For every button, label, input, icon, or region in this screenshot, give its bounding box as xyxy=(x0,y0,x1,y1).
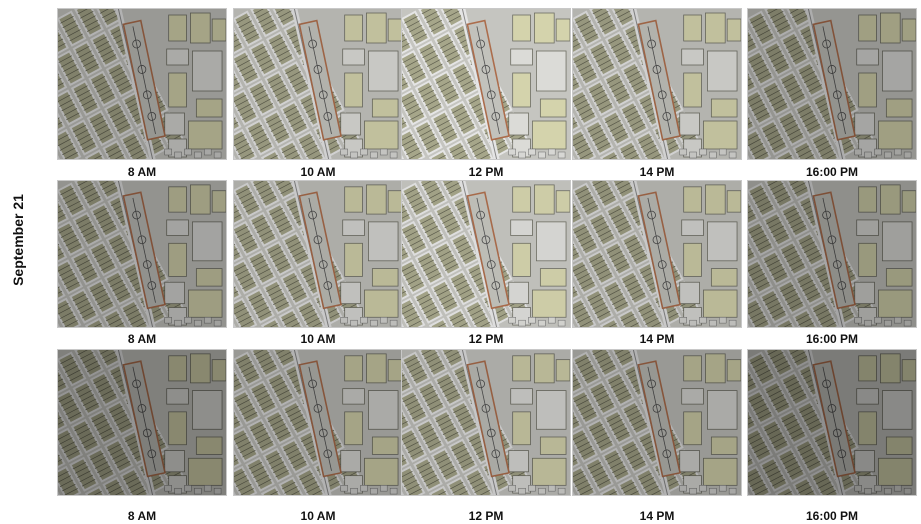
row-label-date: September 21 xyxy=(6,140,30,340)
shadow-map-panel xyxy=(747,8,917,160)
time-caption: 14 PM xyxy=(639,509,675,523)
shadow-map-image xyxy=(234,350,402,495)
shadow-map-image xyxy=(573,9,741,159)
time-caption: 10 AM xyxy=(300,332,336,346)
shadow-map-panel xyxy=(57,349,227,496)
shadow-map-image xyxy=(234,181,402,327)
time-caption: 10 AM xyxy=(300,165,336,179)
shadow-map-panel xyxy=(233,349,403,496)
shadow-map-image xyxy=(402,350,570,495)
shadow-map-panel xyxy=(747,349,917,496)
shadow-map-panel xyxy=(572,349,742,496)
shadow-map-image xyxy=(573,181,741,327)
shadow-map-panel xyxy=(401,349,571,496)
shadow-map-image xyxy=(748,181,916,327)
time-caption: 8 AM xyxy=(127,332,157,346)
time-caption: 12 PM xyxy=(468,509,504,523)
time-caption: 8 AM xyxy=(127,509,157,523)
shadow-map-image xyxy=(573,350,741,495)
shadow-map-image xyxy=(748,9,916,159)
shadow-map-image xyxy=(58,9,226,159)
shadow-map-image xyxy=(402,181,570,327)
time-caption: 10 AM xyxy=(300,509,336,523)
shadow-map-image xyxy=(234,9,402,159)
shadow-map-panel xyxy=(572,8,742,160)
time-caption: 14 PM xyxy=(639,332,675,346)
shadow-map-image xyxy=(748,350,916,495)
time-caption: 16:00 PM xyxy=(805,332,859,346)
shadow-map-panel xyxy=(233,8,403,160)
time-caption: 12 PM xyxy=(468,165,504,179)
shadow-map-panel xyxy=(401,180,571,328)
time-caption: 16:00 PM xyxy=(805,165,859,179)
shadow-map-image xyxy=(58,181,226,327)
shadow-map-panel xyxy=(572,180,742,328)
date-label: September 21 xyxy=(10,194,27,286)
time-caption: 8 AM xyxy=(127,165,157,179)
shadow-map-panel xyxy=(57,8,227,160)
shadow-map-panel xyxy=(401,8,571,160)
shadow-map-image xyxy=(58,350,226,495)
shadow-map-panel xyxy=(57,180,227,328)
time-caption: 14 PM xyxy=(639,165,675,179)
shadow-map-panel xyxy=(233,180,403,328)
shadow-map-panel xyxy=(747,180,917,328)
time-caption: 12 PM xyxy=(468,332,504,346)
shadow-map-image xyxy=(402,9,570,159)
time-caption: 16:00 PM xyxy=(805,509,859,523)
